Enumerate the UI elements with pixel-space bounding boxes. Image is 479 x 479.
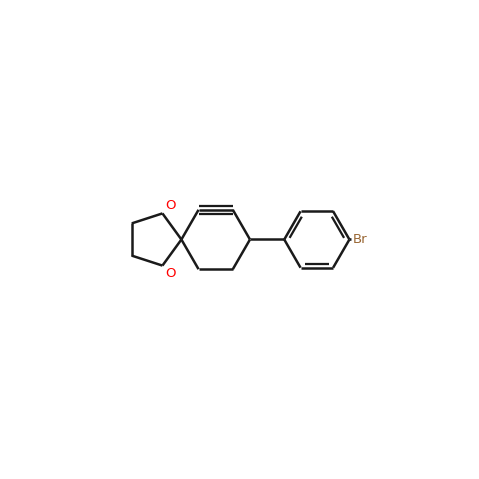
Text: O: O bbox=[165, 267, 175, 281]
Text: Br: Br bbox=[353, 233, 368, 246]
Text: O: O bbox=[165, 198, 175, 212]
